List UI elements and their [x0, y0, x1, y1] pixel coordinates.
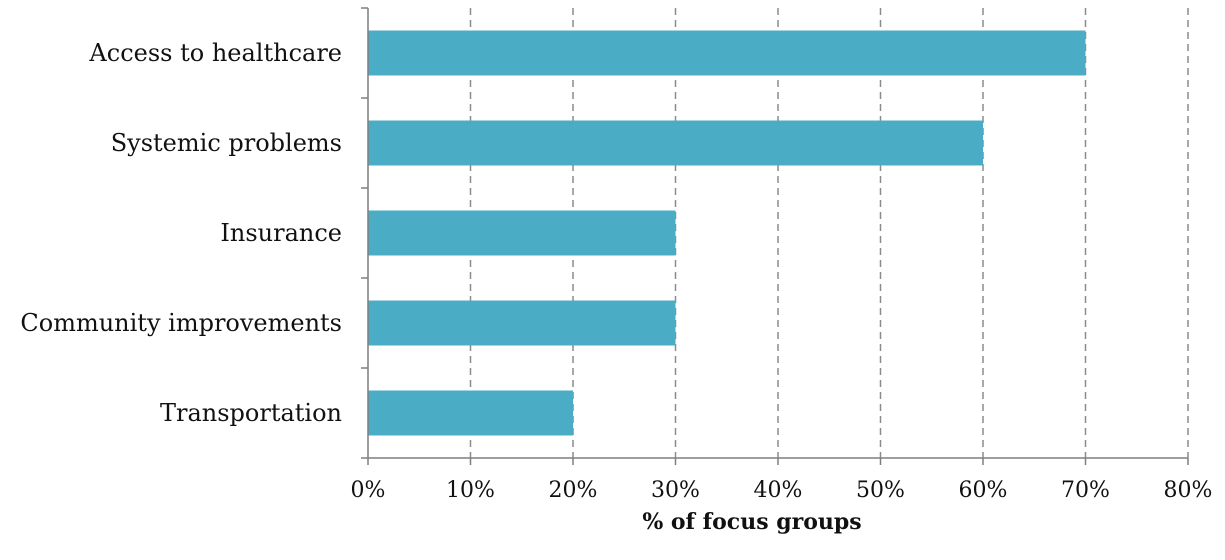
- category-label: Community improvements: [20, 309, 342, 337]
- x-axis-title: % of focus groups: [642, 509, 861, 535]
- bar: [368, 210, 676, 256]
- bar: [368, 390, 573, 436]
- x-tick-label: 30%: [651, 478, 700, 503]
- x-tick-label: 70%: [1061, 478, 1110, 503]
- x-tick-label: 20%: [549, 478, 598, 503]
- x-tick-label: 50%: [856, 478, 905, 503]
- gridlines: [469, 8, 1189, 458]
- category-label: Access to healthcare: [88, 39, 342, 67]
- bars: [368, 30, 1086, 436]
- category-label: Systemic problems: [111, 129, 342, 157]
- x-tick-label: 80%: [1164, 478, 1213, 503]
- x-axis-labels: 0% 10% 20% 30% 40% 50% 60% 70% 80%: [351, 478, 1213, 503]
- bar: [368, 120, 983, 166]
- y-axis-labels: Access to healthcare Systemic problems Ins…: [20, 39, 342, 427]
- x-tick-label: 0%: [351, 478, 386, 503]
- category-label: Insurance: [220, 219, 342, 247]
- bar: [368, 30, 1086, 76]
- x-tick-label: 60%: [959, 478, 1008, 503]
- category-label: Transportation: [160, 399, 342, 427]
- axes: [361, 7, 1189, 465]
- x-tick-label: 10%: [446, 478, 495, 503]
- bar: [368, 300, 676, 346]
- x-tick-label: 40%: [754, 478, 803, 503]
